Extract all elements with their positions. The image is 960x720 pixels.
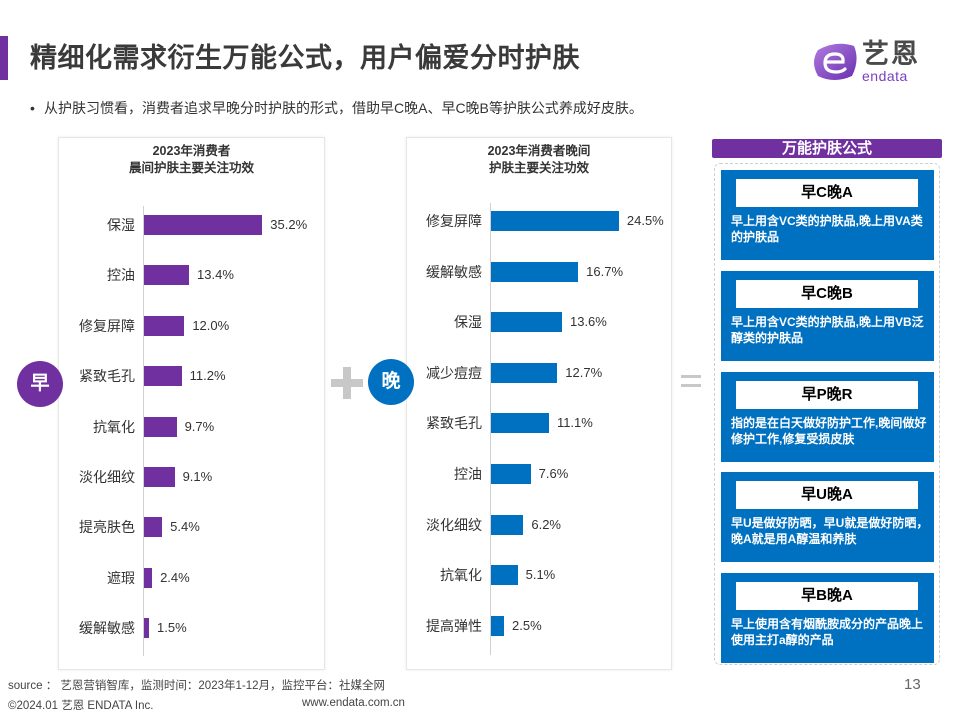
formula-card: 早C晚A 早上用含VC类的护肤品,晚上用VA类的护肤品 (721, 170, 934, 260)
morning-category-label: 淡化细纹 (79, 469, 135, 485)
morning-bar (144, 315, 185, 336)
morning-badge: 早 (17, 361, 63, 407)
morning-category-label: 抗氧化 (93, 418, 135, 435)
evening-category-label: 减少痘痘 (426, 364, 482, 381)
endata-logo: 艺恩 endata (812, 38, 927, 86)
formula-container (714, 163, 940, 665)
evening-category-label: 修复屏障 (426, 213, 482, 229)
evening-category-label: 提高弹性 (426, 617, 482, 634)
evening-category-label: 淡化细纹 (426, 516, 482, 533)
formula-description: 早上用含VC类的护肤品,晚上用VB泛醇类的护肤品 (731, 315, 924, 345)
morning-bar (144, 366, 182, 387)
morning-bar (144, 416, 177, 437)
evening-chart-panel: 2023年消费者晚间 护肤主要关注功效 修复屏障 24.5% 缓解敏感 16.7% 保湿… (406, 137, 672, 670)
evening-bar (491, 261, 579, 282)
evening-bar (491, 413, 549, 434)
evening-value-label: 5.1% (525, 567, 556, 583)
evening-value-label: 13.6% (569, 314, 607, 330)
formula-label: 早P晚R (736, 381, 918, 409)
formula-description: 早上使用含有烟酰胺成分的产品晚上使用主打a醇的产品 (731, 617, 924, 647)
morning-value-label: 13.4% (197, 267, 234, 283)
morning-chart-title: 2023年消费者 晨间护肤主要关注功效 (59, 143, 324, 177)
evening-value-label: 16.7% (586, 263, 624, 279)
evening-bar (491, 362, 558, 383)
formula-header: 万能护肤公式 (712, 139, 942, 158)
evening-value-label: 6.2% (531, 516, 561, 532)
evening-value-label: 12.7% (565, 364, 603, 380)
page-number: 13 (904, 676, 921, 693)
website-link[interactable]: www.endata.com.cn (302, 697, 405, 709)
formula-card: 早P晚R 指的是在白天做好防护工作,晚间做好修护工作,修复受损皮肤 (721, 372, 934, 462)
evening-value-label: 2.5% (512, 617, 542, 633)
copyright: ©2024.01 艺恩 ENDATA Inc. (8, 700, 154, 712)
morning-value-label: 9.1% (182, 469, 213, 484)
morning-value-label: 35.2% (270, 217, 308, 232)
evening-bar (491, 312, 562, 333)
morning-value-label: 2.4% (160, 569, 190, 585)
morning-bar (144, 517, 163, 538)
evening-chart-axis (490, 203, 491, 655)
morning-category-label: 遮瑕 (107, 569, 135, 586)
endata-logo-icon (814, 43, 857, 80)
evening-bar (491, 565, 518, 586)
morning-chart-axis (143, 206, 144, 656)
evening-category-label: 保湿 (454, 314, 482, 331)
evening-bar (491, 211, 619, 231)
evening-category-label: 紧致毛孔 (426, 415, 482, 432)
evening-bar (491, 514, 524, 535)
page-title: 精细化需求衍生万能公式，用户偏爱分时护肤 (30, 43, 580, 73)
morning-bar (144, 618, 150, 639)
evening-value-label: 7.6% (538, 466, 569, 481)
logo-chinese-text: 艺恩 (862, 39, 920, 69)
evening-value-label: 11.1% (556, 415, 593, 431)
morning-value-label: 5.4% (170, 519, 200, 535)
formula-card: 早C晚B 早上用含VC类的护肤品,晚上用VB泛醇类的护肤品 (721, 271, 934, 361)
morning-category-label: 紧致毛孔 (79, 368, 135, 385)
evening-chart-title: 2023年消费者晚间 护肤主要关注功效 (407, 143, 671, 177)
morning-category-label: 缓解敏感 (79, 620, 135, 637)
morning-chart-panel: 2023年消费者 晨间护肤主要关注功效 保湿 35.2% 控油 13.4% 修复屏障 12… (58, 137, 325, 670)
evening-category-label: 缓解敏感 (426, 263, 482, 280)
formula-description: 指的是在白天做好防护工作,晚间做好修护工作,修复受损皮肤 (731, 416, 927, 446)
morning-category-label: 控油 (107, 267, 135, 284)
formula-description: 早U是做好防晒，早U就是做好防晒，晚A就是用A醇温和养肤 (731, 516, 929, 546)
evening-chart-title-line-1: 2023年消费者晚间 (487, 144, 591, 158)
source-note: source ： 艺恩营销智库，监测时间：2023年1-12月，监控平台：社媒全… (8, 680, 386, 692)
formula-card: 早U晚A 早U是做好防晒，早U就是做好防晒，晚A就是用A醇温和养肤 (721, 472, 934, 562)
morning-bar (144, 215, 263, 235)
morning-value-label: 12.0% (192, 317, 230, 333)
evening-chart-title-line-2: 护肤主要关注功效 (488, 161, 589, 175)
morning-chart-title-line-2: 晨间护肤主要关注功效 (128, 161, 254, 175)
morning-category-label: 修复屏障 (79, 317, 135, 334)
evening-badge: 晚 (368, 359, 414, 405)
morning-value-label: 11.2% (189, 368, 226, 384)
formula-label: 早C晚A (736, 179, 918, 207)
formula-label: 早U晚A (736, 481, 918, 509)
morning-value-label: 9.7% (184, 418, 215, 434)
title-accent-bar (0, 36, 8, 80)
morning-bar (144, 467, 175, 487)
evening-category-label: 控油 (454, 466, 482, 482)
formula-label: 早B晚A (736, 582, 918, 610)
morning-value-label: 1.5% (157, 620, 187, 636)
evening-bar (491, 615, 505, 636)
formula-description: 早上用含VC类的护肤品,晚上用VA类的护肤品 (731, 214, 923, 244)
summary-text: 从护肤习惯看，消费者追求早晚分时护肤的形式，借助早C晚A、早C晚B等护肤公式养成… (44, 100, 643, 116)
morning-bar (144, 567, 153, 588)
summary-bullet: • 从护肤习惯看，消费者追求早晚分时护肤的形式，借助早C晚A、早C晚B等护肤公式养… (30, 98, 643, 118)
evening-bar (491, 464, 531, 484)
morning-category-label: 提亮肤色 (79, 519, 135, 536)
morning-bar (144, 265, 190, 286)
formula-label: 早C晚B (736, 280, 918, 308)
evening-value-label: 24.5% (626, 213, 664, 228)
morning-chart-title-line-1: 2023年消费者 (152, 144, 231, 158)
morning-category-label: 保湿 (107, 217, 135, 233)
evening-category-label: 抗氧化 (440, 567, 482, 584)
bullet-marker: • (30, 100, 35, 116)
logo-english-text: endata (862, 68, 908, 84)
formula-card: 早B晚A 早上使用含有烟酰胺成分的产品晚上使用主打a醇的产品 (721, 573, 934, 663)
